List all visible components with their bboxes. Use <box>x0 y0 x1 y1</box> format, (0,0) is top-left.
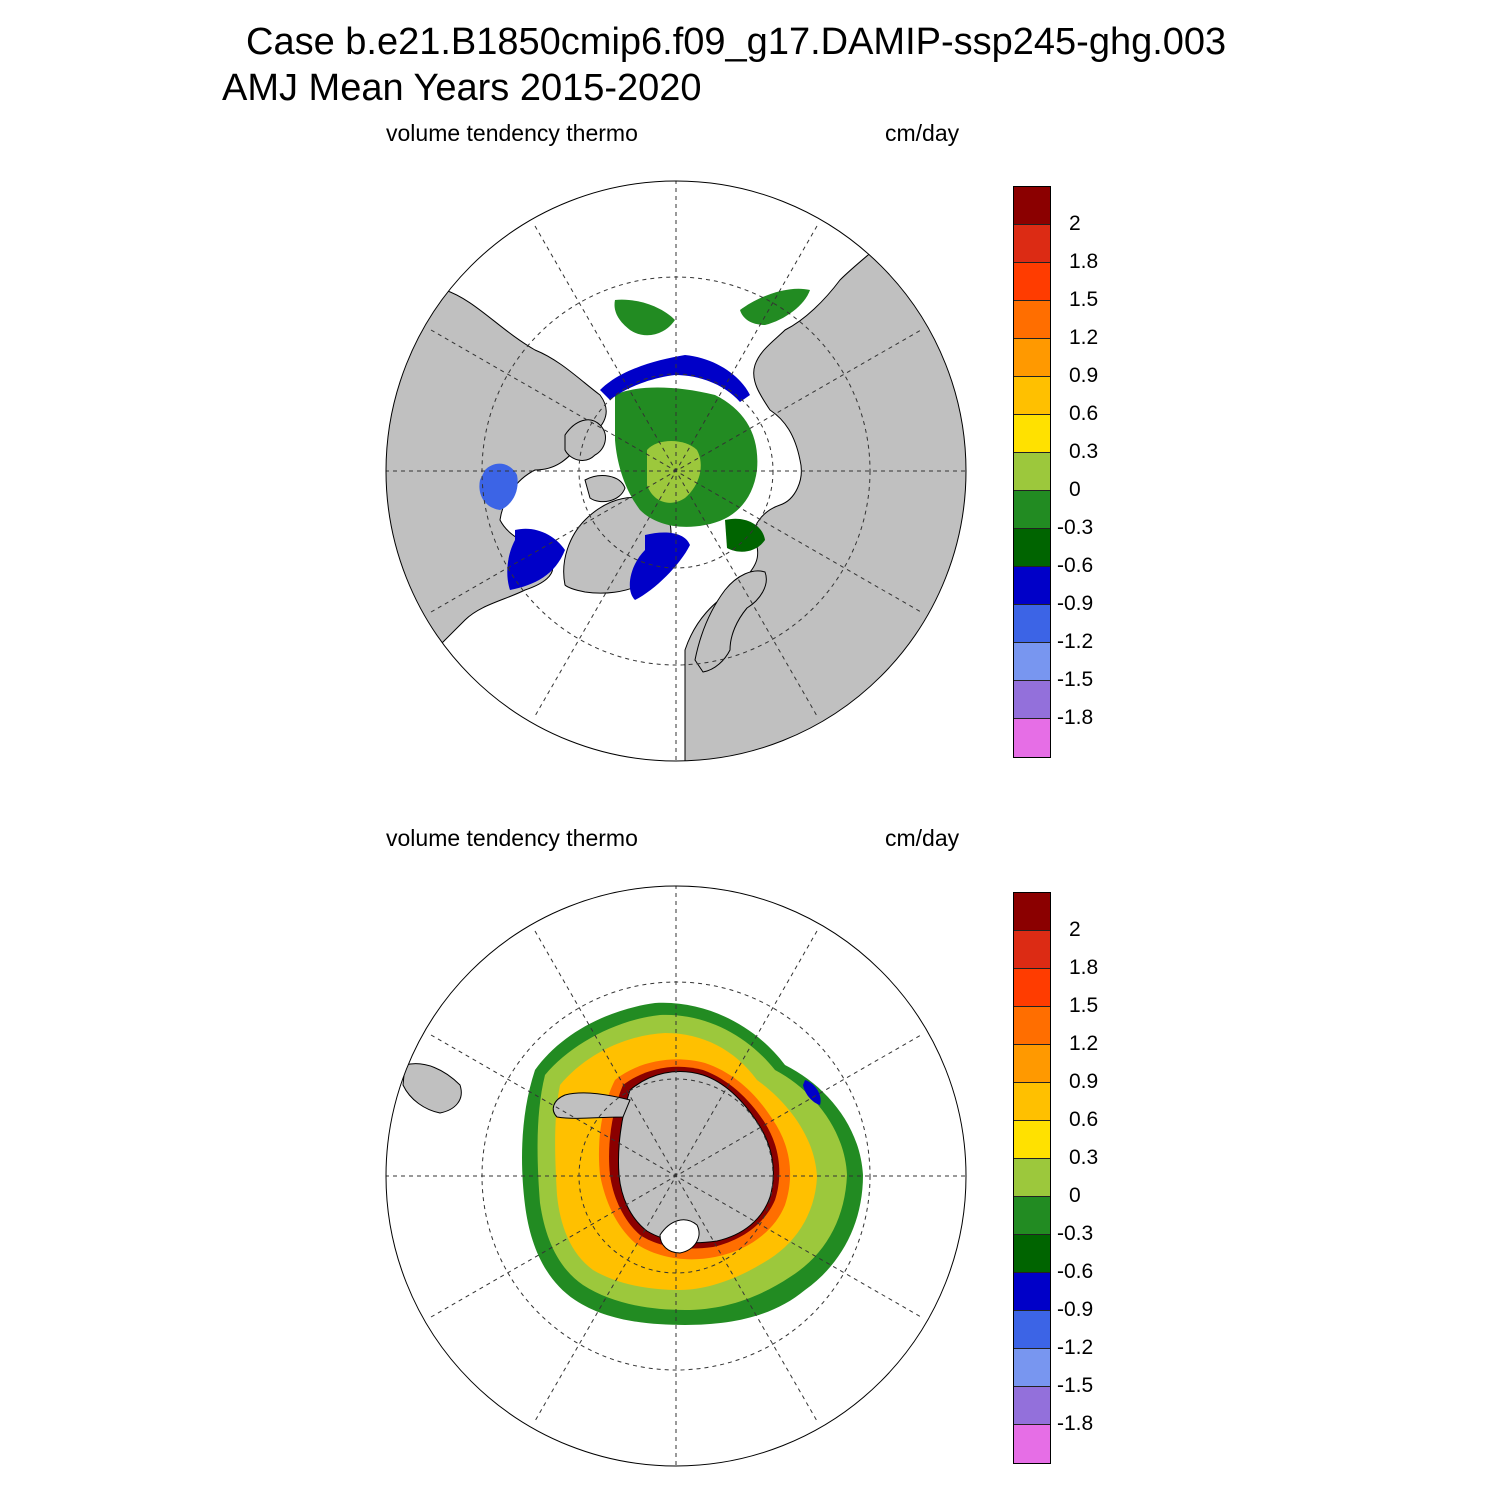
colorbar-swatch <box>1014 605 1050 643</box>
colorbar-swatch <box>1014 1121 1050 1159</box>
land-canadian-archipelago <box>564 419 626 503</box>
colorbar-tick-label: -0.3 <box>1057 1222 1094 1245</box>
north-colorbar <box>1013 186 1051 758</box>
colorbar-tick-label: -0.6 <box>1057 1260 1094 1283</box>
ice-baffin-labrador <box>507 528 565 590</box>
ice-hudson-bay <box>479 463 518 510</box>
colorbar-swatch <box>1014 1083 1050 1121</box>
colorbar-swatch <box>1014 969 1050 1007</box>
colorbar-tick-label: 1.8 <box>1069 250 1099 273</box>
colorbar-swatch <box>1014 567 1050 605</box>
colorbar-swatch <box>1014 263 1050 301</box>
ice-weddell-decline <box>803 1080 821 1105</box>
colorbar-swatch <box>1014 719 1050 757</box>
colorbar-swatch <box>1014 339 1050 377</box>
map-boundary <box>385 180 967 762</box>
colorbar-tick-label: 0.3 <box>1069 440 1099 463</box>
colorbar-tick-label: 1.5 <box>1069 994 1099 1017</box>
colorbar-tick-label: 0.9 <box>1069 1070 1099 1093</box>
ross-ice-shelf <box>659 1219 700 1254</box>
colorbar-tick-label: -1.2 <box>1057 630 1094 653</box>
figure-title-line-1: Case b.e21.B1850cmip6.f09_g17.DAMIP-ssp2… <box>246 21 1227 63</box>
colorbar-swatch <box>1014 1045 1050 1083</box>
colorbar-tick-label: 0 <box>1069 478 1081 501</box>
colorbar-tick-label: 2 <box>1069 212 1081 235</box>
colorbar-tick-label: 0.9 <box>1069 364 1099 387</box>
south-panel-variable-label: volume tendency thermo <box>386 825 638 851</box>
north-panel-units-label: cm/day <box>885 120 960 146</box>
ice-siberian-shelf-loss <box>600 355 750 402</box>
colorbar-swatch <box>1014 1197 1050 1235</box>
south-colorbar-labels: 2 1.8 1.5 1.2 0.9 0.6 0.3 0 -0.3 -0.6 -0.9 -1.2 -1.5… <box>1055 892 1135 1462</box>
colorbar-swatch <box>1014 1007 1050 1045</box>
north-polar-map <box>385 180 967 762</box>
colorbar-tick-label: -0.3 <box>1057 516 1094 539</box>
colorbar-tick-label: 0.6 <box>1069 402 1099 425</box>
colorbar-swatch <box>1014 1273 1050 1311</box>
colorbar-swatch <box>1014 681 1050 719</box>
graticule <box>386 886 966 1466</box>
colorbar-swatch <box>1014 377 1050 415</box>
colorbar-tick-label: 1.8 <box>1069 956 1099 979</box>
colorbar-tick-label: -0.9 <box>1057 592 1094 615</box>
colorbar-swatch <box>1014 1349 1050 1387</box>
colorbar-swatch <box>1014 1235 1050 1273</box>
land-south-america <box>402 1063 462 1114</box>
colorbar-tick-label: 1.5 <box>1069 288 1099 311</box>
colorbar-tick-label: -1.8 <box>1057 706 1094 729</box>
colorbar-tick-label: -1.5 <box>1057 1374 1094 1397</box>
colorbar-swatch <box>1014 453 1050 491</box>
figure-title-line-2: AMJ Mean Years 2015-2020 <box>222 67 702 109</box>
colorbar-swatch <box>1014 491 1050 529</box>
colorbar-tick-label: -1.8 <box>1057 1412 1094 1435</box>
colorbar-tick-label: -0.6 <box>1057 554 1094 577</box>
colorbar-tick-label: -1.2 <box>1057 1336 1094 1359</box>
colorbar-tick-label: 1.2 <box>1069 326 1099 349</box>
graticule <box>386 181 966 761</box>
colorbar-swatch <box>1014 301 1050 339</box>
colorbar-swatch <box>1014 529 1050 567</box>
colorbar-tick-label: -1.5 <box>1057 668 1094 691</box>
colorbar-tick-label: 0.6 <box>1069 1108 1099 1131</box>
colorbar-swatch <box>1014 643 1050 681</box>
colorbar-swatch <box>1014 893 1050 931</box>
colorbar-tick-label: 0 <box>1069 1184 1081 1207</box>
ice-chukchi-sea <box>614 299 675 336</box>
south-colorbar <box>1013 892 1051 1464</box>
colorbar-tick-label: 1.2 <box>1069 1032 1099 1055</box>
land-antarctic-peninsula <box>552 1092 631 1119</box>
colorbar-tick-label: -0.9 <box>1057 1298 1094 1321</box>
south-polar-map <box>385 885 967 1467</box>
colorbar-swatch <box>1014 225 1050 263</box>
north-panel-variable-label: volume tendency thermo <box>386 120 638 146</box>
south-panel-units-label: cm/day <box>885 825 960 851</box>
map-boundary <box>385 885 967 1467</box>
colorbar-swatch <box>1014 1311 1050 1349</box>
colorbar-tick-label: 0.3 <box>1069 1146 1099 1169</box>
colorbar-swatch <box>1014 931 1050 969</box>
north-colorbar-labels: 2 1.8 1.5 1.2 0.9 0.6 0.3 0 -0.3 -0.6 -0.9 -1.2 -1.5… <box>1055 186 1135 756</box>
colorbar-swatch <box>1014 1387 1050 1425</box>
ice-okhotsk <box>740 288 810 325</box>
colorbar-swatch <box>1014 1159 1050 1197</box>
colorbar-swatch <box>1014 187 1050 225</box>
colorbar-swatch <box>1014 415 1050 453</box>
colorbar-swatch <box>1014 1425 1050 1463</box>
colorbar-tick-label: 2 <box>1069 918 1081 941</box>
